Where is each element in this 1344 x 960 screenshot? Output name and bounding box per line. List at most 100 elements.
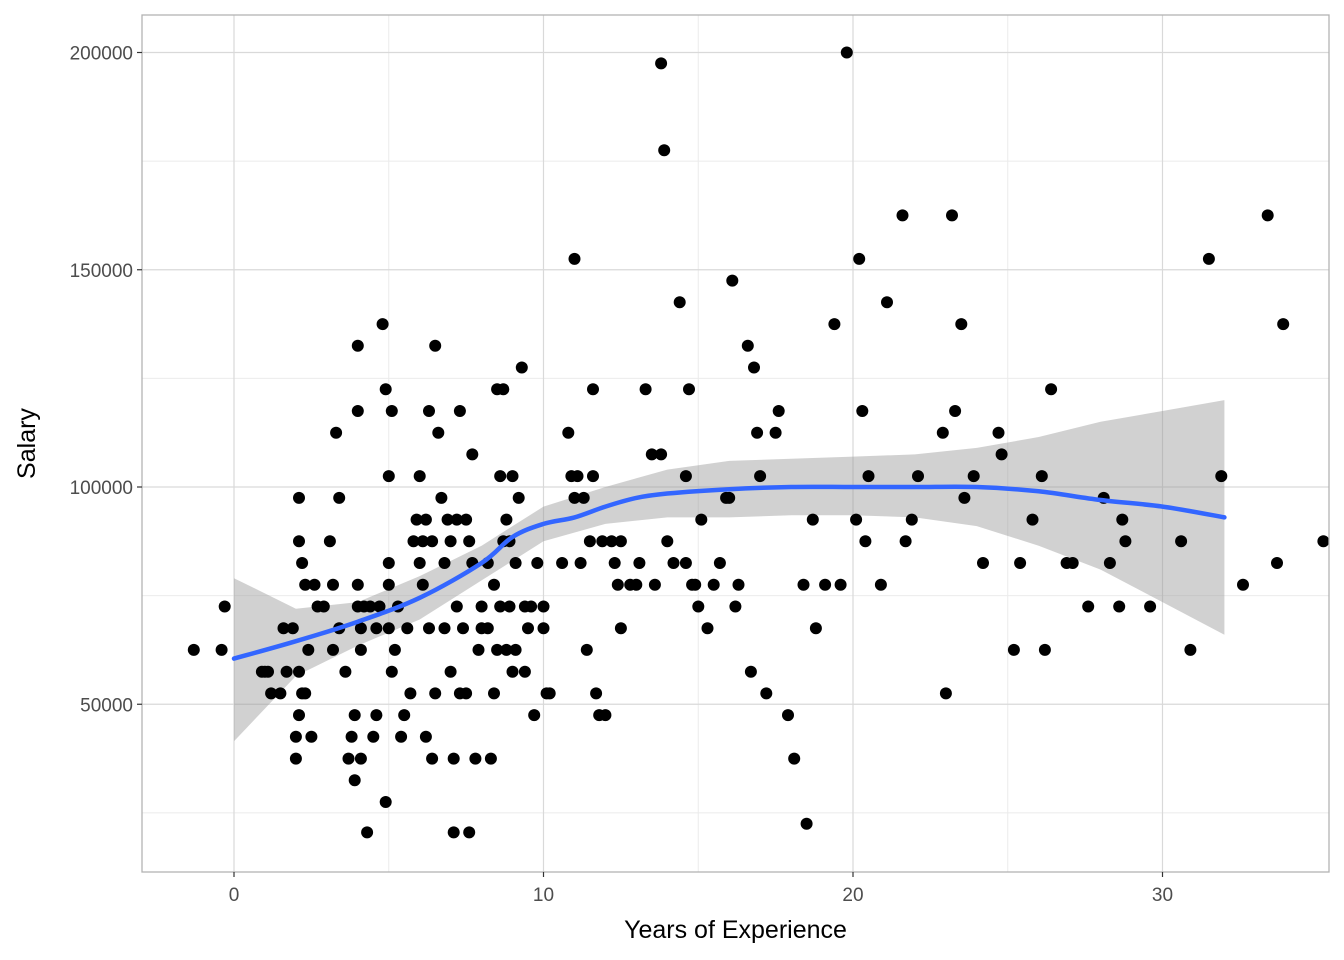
data-point [828,318,841,331]
data-point [562,426,575,439]
data-point [323,535,336,548]
data-point [423,622,435,635]
data-point [571,470,584,483]
x-tick-label: 0 [229,885,240,906]
data-point [388,643,401,656]
data-point [701,622,714,635]
data-point [748,361,760,374]
data-point [1271,557,1283,569]
data-point [1113,600,1126,613]
data-point [302,643,315,656]
data-point [286,622,299,635]
data-point [351,405,364,417]
data-point [429,339,442,352]
data-point [936,426,949,439]
data-point [729,600,742,613]
data-point [713,557,726,569]
data-point [327,578,339,591]
data-point [608,557,621,569]
data-point [661,535,674,548]
data-point [614,622,627,635]
data-point [1317,535,1330,548]
data-point [450,600,463,613]
data-point [1082,600,1095,613]
data-point [1014,557,1027,569]
data-point [1119,535,1132,548]
data-point [293,665,305,678]
data-point [460,687,473,700]
data-point [580,643,593,656]
data-point [342,752,355,765]
data-point [370,622,383,635]
data-point [587,470,599,483]
data-point [1237,578,1249,591]
data-point [466,448,479,461]
data-point [500,513,513,526]
data-point [1261,209,1274,222]
data-point [1202,252,1215,265]
data-point [497,383,510,396]
data-point [1007,643,1020,656]
data-point [447,752,460,765]
data-point [296,557,309,569]
data-point [423,405,435,417]
data-point [726,274,739,287]
data-point [447,826,460,839]
data-point [299,578,312,591]
data-point [853,252,866,265]
data-point [515,361,528,374]
data-point [741,339,754,352]
data-point [596,535,609,548]
data-point [630,578,643,591]
y-tick-label: 50000 [80,695,133,716]
data-point [299,687,312,700]
data-point [614,535,627,548]
data-point [896,209,909,222]
data-point [707,578,720,591]
data-point [438,622,451,635]
data-point [955,318,968,331]
data-point [695,513,708,526]
data-point [1045,383,1058,396]
data-point [1066,557,1079,569]
data-point [679,557,692,569]
data-point [905,513,918,526]
data-point [416,535,429,548]
data-point [689,578,702,591]
data-point [605,535,618,548]
data-point [280,665,293,678]
data-point [1215,470,1228,483]
data-point [472,643,485,656]
data-point [364,600,377,613]
data-point [274,687,287,700]
data-point [1038,643,1051,656]
smooth-line [231,484,1227,661]
data-point [438,557,451,569]
data-point [361,826,374,839]
data-point [419,513,432,526]
data-point [481,622,494,635]
data-point [1026,513,1039,526]
data-point [370,709,383,722]
data-point [484,752,497,765]
data-point [679,470,692,483]
data-point [509,643,522,656]
data-point [673,296,686,309]
data-point [732,578,745,591]
data-point [577,491,590,504]
data-point [537,600,550,613]
data-point [840,46,853,59]
x-tick-label: 30 [1152,885,1173,906]
data-point [395,730,408,743]
data-point [874,578,887,591]
x-tick-label: 20 [842,885,863,906]
data-point [556,557,569,569]
data-point [327,643,339,656]
data-point [354,622,367,635]
data-point [488,578,500,591]
data-point [463,535,476,548]
data-point [590,687,603,700]
data-point [293,535,305,548]
data-point [509,557,522,569]
data-point [769,426,782,439]
